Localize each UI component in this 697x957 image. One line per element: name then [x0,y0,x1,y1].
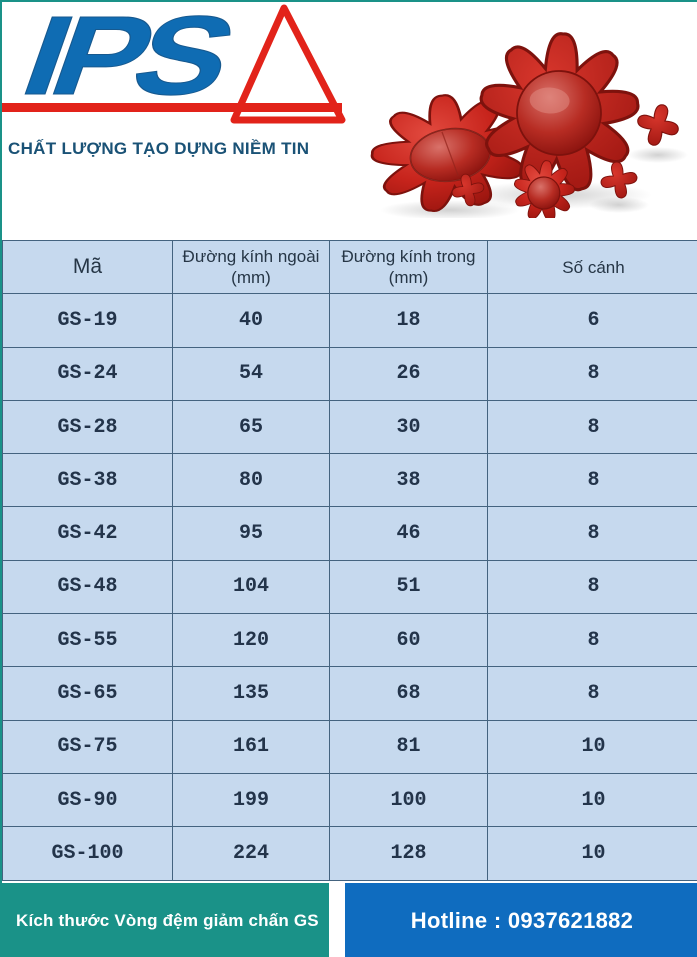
svg-text:IPS: IPS [8,2,248,119]
